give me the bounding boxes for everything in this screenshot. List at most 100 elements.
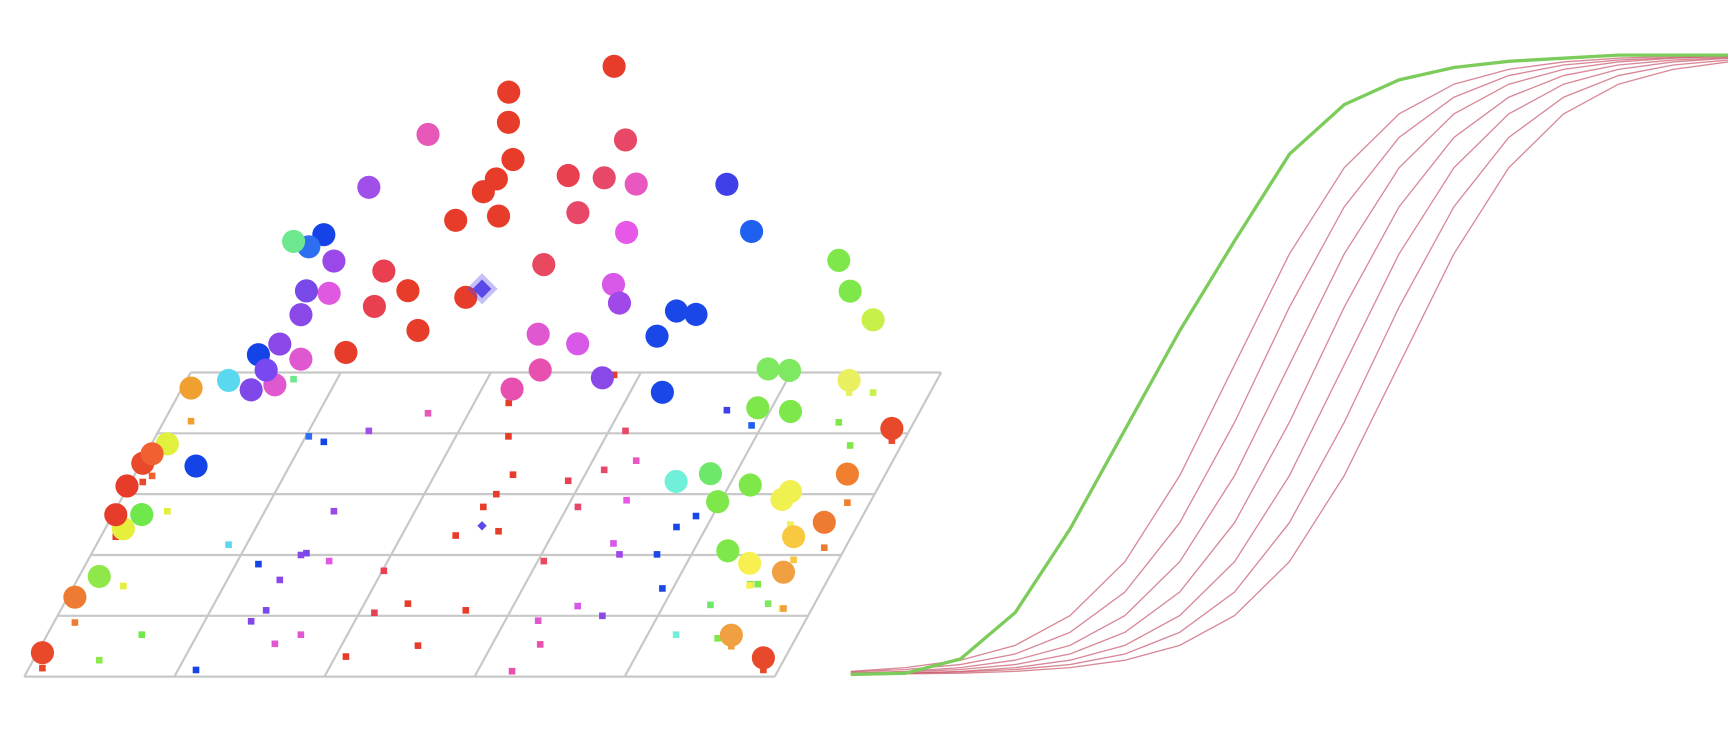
point [294, 279, 319, 303]
shadow [534, 617, 542, 624]
shadow [452, 532, 459, 539]
point [496, 110, 521, 134]
point [740, 219, 764, 244]
grid-line [473, 371, 642, 678]
shadow [888, 437, 896, 444]
point [590, 366, 614, 390]
shadow [495, 527, 502, 535]
shadow [303, 549, 310, 557]
shadow [71, 619, 79, 626]
shadow [574, 503, 582, 511]
shadow [262, 607, 270, 614]
shadow [707, 601, 714, 609]
shadow [760, 666, 767, 674]
shadow [39, 664, 46, 672]
point [566, 332, 590, 356]
line-series [850, 61, 1728, 675]
point [289, 303, 313, 327]
point [472, 279, 492, 299]
shadow [653, 551, 661, 558]
shadow [505, 399, 513, 407]
line-series [850, 55, 1728, 673]
shadow [371, 609, 378, 617]
shadow [574, 602, 581, 610]
point [444, 208, 468, 232]
shadow [187, 417, 195, 425]
point [738, 551, 762, 575]
point [835, 462, 859, 486]
line-series [850, 53, 1728, 677]
point [471, 180, 495, 204]
point [357, 175, 381, 199]
shadow [673, 523, 680, 531]
point [706, 490, 730, 514]
shadow [746, 582, 753, 589]
shadow [508, 667, 516, 675]
point [751, 646, 775, 670]
shadow [869, 389, 877, 396]
point [738, 473, 762, 497]
point [778, 479, 802, 504]
line-series [850, 55, 1728, 674]
shadow [714, 635, 721, 642]
point [715, 172, 739, 196]
shadow [780, 605, 787, 612]
point [281, 229, 306, 253]
line-series [850, 59, 1728, 675]
point [716, 539, 740, 563]
shadow [271, 640, 279, 648]
point [30, 641, 54, 665]
point [556, 163, 580, 188]
shadow [600, 466, 608, 474]
shadow [692, 512, 700, 520]
shadow [225, 541, 232, 548]
shadow [845, 389, 853, 396]
shadow [564, 477, 572, 485]
point [317, 281, 341, 305]
point [645, 324, 669, 348]
shadow [342, 653, 350, 660]
point [130, 502, 154, 527]
point [782, 525, 806, 549]
point [624, 172, 648, 196]
point [838, 279, 862, 303]
shadow [787, 521, 794, 528]
point [684, 302, 708, 326]
point [698, 462, 723, 486]
shadow [290, 375, 297, 383]
point [613, 128, 638, 152]
point [526, 322, 550, 346]
shadow [404, 600, 412, 607]
point [486, 204, 511, 228]
point [880, 416, 904, 441]
point [837, 368, 861, 393]
shadow [480, 503, 487, 511]
point [812, 510, 836, 534]
shadow [120, 582, 127, 590]
shadow [192, 666, 200, 674]
shadow [297, 631, 305, 638]
point [650, 380, 674, 404]
shadow [148, 472, 156, 480]
point [778, 399, 803, 424]
grid-line [773, 371, 943, 678]
shadow [477, 521, 487, 531]
point [615, 220, 639, 245]
shadow [276, 576, 284, 584]
shadow [536, 641, 544, 648]
point [532, 253, 556, 277]
line-series [850, 56, 1728, 674]
point [216, 368, 241, 393]
point [497, 80, 521, 104]
shadow [623, 496, 630, 504]
point [184, 454, 208, 478]
point [664, 299, 689, 323]
shadow [505, 433, 512, 440]
shadow [255, 560, 262, 568]
point [501, 147, 525, 172]
point [827, 248, 851, 272]
shadow [764, 600, 772, 607]
shadow [424, 409, 432, 417]
